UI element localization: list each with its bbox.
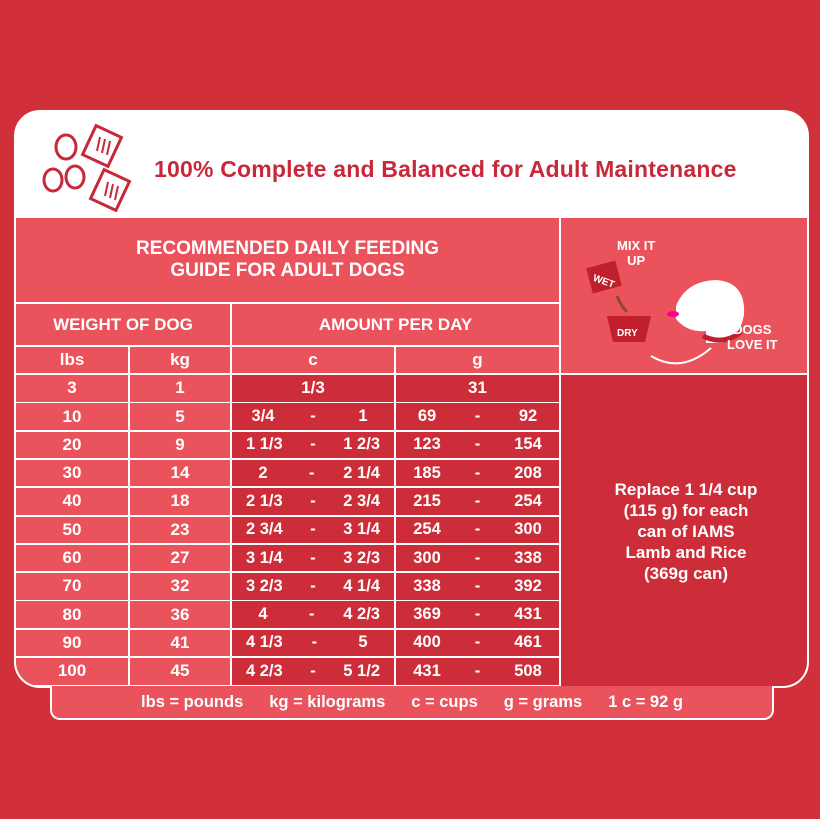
grams-range-cell: 431-508 [396, 658, 559, 685]
cups-cell: 1/3 [232, 375, 394, 402]
kg-cell: 9 [130, 431, 230, 459]
grams-range-cell: 185-208 [396, 459, 559, 487]
grams-range-cell: 69-92 [396, 403, 559, 430]
grams-range-cell: 254-300 [396, 516, 559, 543]
kg-cell: 41 [130, 629, 230, 657]
feeding-table: RECOMMENDED DAILY FEEDING GUIDE FOR ADUL… [16, 218, 807, 686]
amount-header: AMOUNT PER DAY [232, 304, 559, 345]
mix-it-up-panel: MIX IT UP WET DRY DOGS LOVE IT [561, 218, 807, 373]
kg-cell: 32 [130, 573, 230, 600]
lbs-cell: 3 [16, 375, 128, 402]
kg-cell: 23 [130, 516, 230, 543]
guide-title-line: GUIDE FOR ADULT DOGS [170, 260, 405, 281]
grams-header: g [396, 347, 559, 373]
kg-cell: 45 [130, 658, 230, 685]
guide-title-line: RECOMMENDED DAILY FEEDING [136, 238, 439, 259]
kg-cell: 27 [130, 544, 230, 572]
grams-range-cell: 300-338 [396, 544, 559, 572]
legend-item: g = grams [503, 692, 583, 711]
card-header: 100% Complete and Balanced for Adult Mai… [16, 112, 807, 218]
cups-range-cell: 2 3/4-3 1/4 [232, 516, 394, 543]
grams-range-cell: 369-431 [396, 601, 559, 628]
cups-range-cell: 2 1/3-2 3/4 [232, 488, 394, 515]
cups-range-cell: 3/4-1 [232, 403, 394, 430]
cups-range-cell: 1 1/3-1 2/3 [232, 431, 394, 459]
legend-item: 1 c = 92 g [608, 692, 683, 711]
lbs-header: lbs [16, 347, 128, 373]
cups-header: c [232, 347, 394, 373]
dog-eating-illustration: WET DRY [586, 260, 745, 365]
lbs-cell: 90 [16, 629, 128, 657]
grams-cell: 31 [396, 375, 559, 402]
grams-range-cell: 400-461 [396, 629, 559, 657]
lbs-cell: 10 [16, 403, 128, 430]
mix-label: MIX IT UP [617, 238, 656, 268]
grams-range-cell: 338-392 [396, 573, 559, 600]
lbs-cell: 30 [16, 459, 128, 487]
lbs-cell: 80 [16, 601, 128, 628]
lbs-cell: 100 [16, 658, 128, 685]
replacement-note: Replace 1 1/4 cup (115 g) for each can of … [561, 375, 807, 686]
dry-label: DRY [617, 328, 638, 339]
kg-cell: 36 [130, 601, 230, 628]
kg-cell: 18 [130, 488, 230, 515]
guide-title: RECOMMENDED DAILY FEEDING GUIDE FOR ADUL… [16, 218, 559, 302]
grams-range-cell: 123-154 [396, 431, 559, 459]
legend-item: kg = kilograms [269, 692, 386, 711]
cups-range-cell: 2-2 1/4 [232, 459, 394, 487]
legend-item: lbs = pounds [141, 692, 244, 711]
kg-header: kg [130, 347, 230, 373]
grams-range-cell: 215-254 [396, 488, 559, 515]
cups-range-cell: 4 1/3-5 [232, 629, 394, 657]
cups-range-cell: 4-4 2/3 [232, 601, 394, 628]
love-label: DOGS LOVE IT [727, 322, 778, 352]
cups-range-cell: 4 2/3-5 1/2 [232, 658, 394, 685]
kg-cell: 14 [130, 459, 230, 487]
cups-range-cell: 3 2/3-4 1/4 [232, 573, 394, 600]
lbs-cell: 20 [16, 431, 128, 459]
lbs-cell: 40 [16, 488, 128, 515]
legend-item: c = cups [411, 692, 478, 711]
lbs-cell: 50 [16, 516, 128, 543]
lbs-cell: 60 [16, 544, 128, 572]
kg-cell: 5 [130, 403, 230, 430]
lbs-cell: 70 [16, 573, 128, 600]
cups-range-cell: 3 1/4-3 2/3 [232, 544, 394, 572]
weight-header: WEIGHT OF DOG [16, 304, 230, 345]
header-title: 100% Complete and Balanced for Adult Mai… [154, 156, 737, 182]
legend-bar: lbs = pounds kg = kilograms c = cups g =… [50, 686, 774, 720]
kibble-and-cup-icon [42, 123, 132, 212]
feeding-card: 100% Complete and Balanced for Adult Mai… [14, 110, 809, 688]
kg-cell: 1 [130, 375, 230, 402]
